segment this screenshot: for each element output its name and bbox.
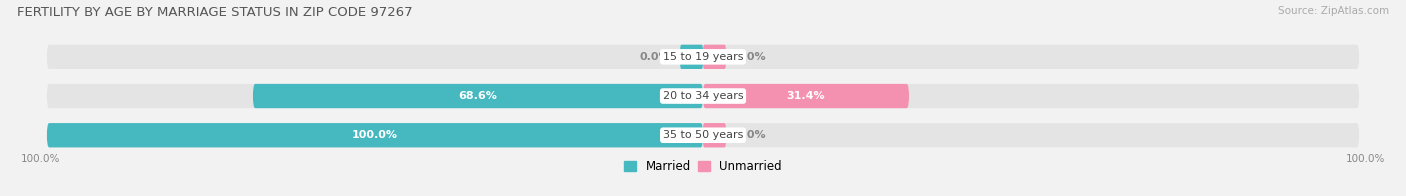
FancyBboxPatch shape [46, 45, 1360, 69]
Text: 15 to 19 years: 15 to 19 years [662, 52, 744, 62]
FancyBboxPatch shape [253, 84, 703, 108]
FancyBboxPatch shape [703, 45, 725, 69]
Text: 0.0%: 0.0% [640, 52, 671, 62]
FancyBboxPatch shape [46, 123, 703, 147]
FancyBboxPatch shape [46, 123, 1360, 147]
FancyBboxPatch shape [681, 45, 703, 69]
Text: 68.6%: 68.6% [458, 91, 498, 101]
Legend: Married, Unmarried: Married, Unmarried [620, 155, 786, 177]
FancyBboxPatch shape [703, 84, 910, 108]
Text: 100.0%: 100.0% [21, 154, 60, 164]
FancyBboxPatch shape [46, 84, 1360, 108]
Text: 31.4%: 31.4% [787, 91, 825, 101]
Text: 35 to 50 years: 35 to 50 years [662, 130, 744, 140]
Text: Source: ZipAtlas.com: Source: ZipAtlas.com [1278, 6, 1389, 16]
Text: FERTILITY BY AGE BY MARRIAGE STATUS IN ZIP CODE 97267: FERTILITY BY AGE BY MARRIAGE STATUS IN Z… [17, 6, 412, 19]
Text: 100.0%: 100.0% [352, 130, 398, 140]
Text: 20 to 34 years: 20 to 34 years [662, 91, 744, 101]
Text: 100.0%: 100.0% [1346, 154, 1385, 164]
FancyBboxPatch shape [703, 123, 725, 147]
Text: 0.0%: 0.0% [735, 130, 766, 140]
Text: 0.0%: 0.0% [735, 52, 766, 62]
